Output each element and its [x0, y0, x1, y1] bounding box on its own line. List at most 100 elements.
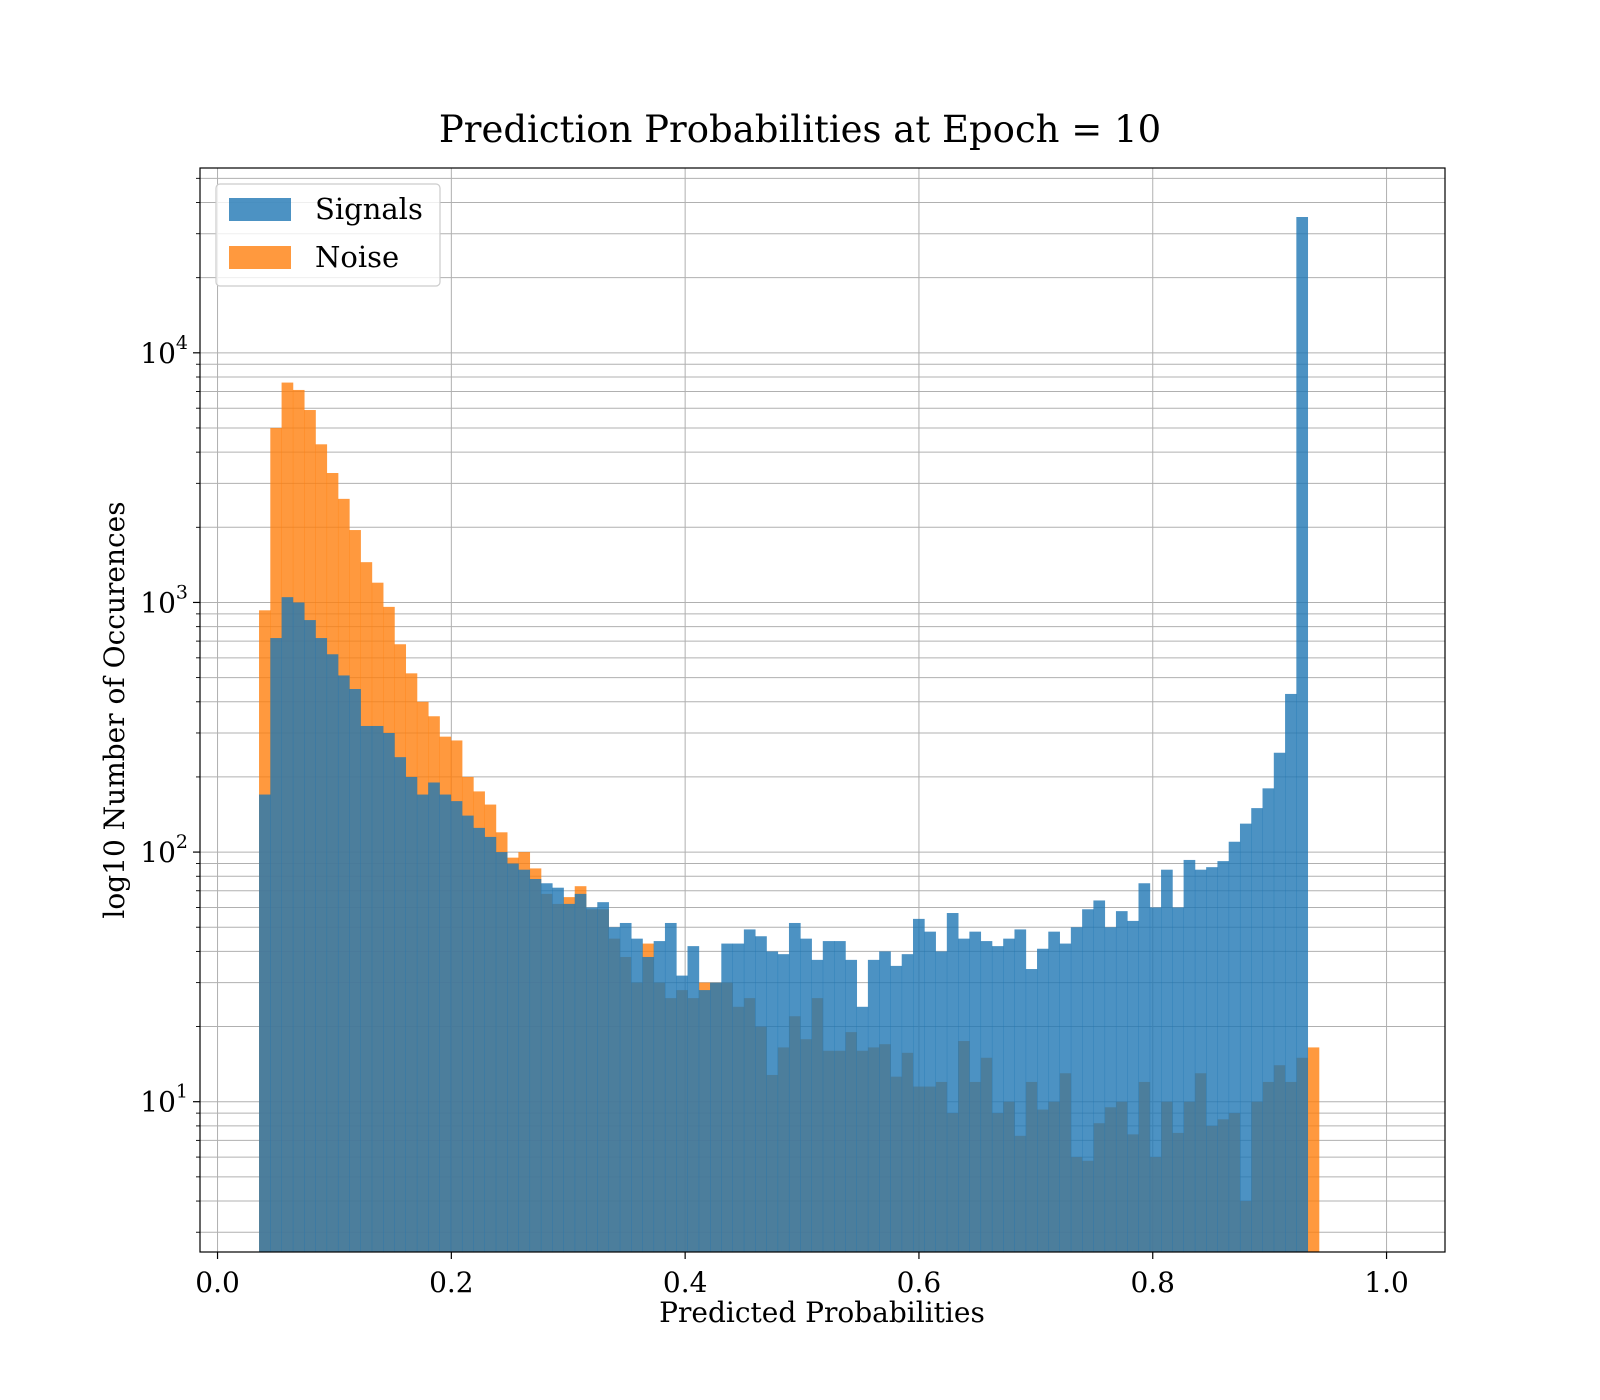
- x-tick-label: 0.8: [1130, 1266, 1175, 1299]
- y-tick-label: 101: [140, 1081, 188, 1119]
- signals-bar: [1239, 823, 1252, 1252]
- signals-bar: [631, 938, 643, 1252]
- signals-bar: [1115, 911, 1128, 1252]
- signals-bar: [935, 951, 948, 1252]
- x-tick-label: 0.2: [429, 1266, 474, 1299]
- signals-bar: [676, 975, 688, 1252]
- signals-bar: [743, 929, 756, 1252]
- signals-bar: [1104, 927, 1117, 1252]
- signals-bar: [1048, 931, 1060, 1252]
- signals-bar: [924, 931, 936, 1252]
- signals-bar: [1228, 841, 1241, 1252]
- x-axis-ticks: 0.0 0.2 0.4 0.6 0.8 1.0: [195, 1252, 1409, 1299]
- x-tick-label: 0.4: [663, 1266, 708, 1299]
- chart-title: Prediction Probabilities at Epoch = 10: [439, 108, 1161, 151]
- signals-bar: [946, 913, 959, 1252]
- signals-bar: [856, 1006, 869, 1252]
- signals-bar: [1251, 808, 1263, 1252]
- signals-bar: [732, 943, 745, 1252]
- signals-bar: [653, 941, 666, 1252]
- signals-bar: [360, 725, 373, 1252]
- signals-bar: [811, 959, 824, 1252]
- signals-bar: [1296, 217, 1309, 1252]
- signals-bar: [1003, 938, 1015, 1252]
- signals-bar: [1194, 869, 1207, 1252]
- signals-series: [259, 217, 1309, 1252]
- signals-bar: [777, 954, 790, 1252]
- signals-bar: [394, 757, 407, 1252]
- signals-bar: [259, 794, 271, 1252]
- signals-bar: [664, 922, 677, 1252]
- signals-bar: [507, 863, 519, 1252]
- legend-label-signals: Signals: [315, 192, 423, 226]
- signals-bar: [337, 675, 350, 1252]
- legend-label-noise: Noise: [315, 240, 399, 274]
- signals-bar: [890, 965, 903, 1252]
- signals-bar: [867, 959, 880, 1252]
- x-axis-label: Predicted Probabilities: [659, 1296, 985, 1329]
- signals-bar: [969, 931, 982, 1252]
- signals-bar: [416, 794, 429, 1252]
- signals-bar: [1138, 883, 1151, 1252]
- signals-bar: [439, 794, 452, 1252]
- signals-bar: [315, 638, 328, 1252]
- signals-bar: [1262, 788, 1275, 1252]
- signals-bar: [518, 869, 531, 1252]
- noise-bar: [1307, 1047, 1320, 1252]
- signals-bar: [552, 887, 564, 1252]
- signals-bar: [383, 732, 395, 1252]
- signals-bar: [1273, 752, 1286, 1252]
- signals-bar: [529, 879, 542, 1252]
- signals-bar: [710, 982, 722, 1252]
- signals-bar: [1285, 693, 1297, 1252]
- signals-bar: [901, 954, 914, 1252]
- signals-bar: [1025, 969, 1038, 1252]
- signals-bar: [1217, 861, 1230, 1252]
- signals-bar: [450, 801, 463, 1252]
- signals-bar: [270, 638, 282, 1252]
- signals-bar: [800, 938, 812, 1252]
- signals-bar: [304, 620, 316, 1252]
- signals-bar: [1206, 867, 1218, 1252]
- signals-bar: [405, 776, 418, 1252]
- signals-bar: [958, 938, 970, 1252]
- signals-bar: [1183, 859, 1196, 1252]
- signals-bar: [687, 946, 700, 1252]
- signals-bar: [608, 927, 621, 1252]
- signals-bar: [980, 941, 993, 1252]
- legend-swatch-signals: [229, 198, 291, 221]
- y-tick-label: 104: [140, 332, 188, 370]
- signals-bar: [597, 902, 609, 1252]
- signals-bar: [428, 782, 440, 1252]
- signals-bar: [1070, 927, 1083, 1252]
- x-tick-label: 1.0: [1364, 1266, 1409, 1299]
- signals-bar: [642, 956, 655, 1252]
- signals-bar: [1093, 900, 1106, 1252]
- legend-swatch-noise: [229, 246, 291, 269]
- signals-bar: [766, 951, 779, 1252]
- signals-bar: [461, 815, 474, 1252]
- signals-bar: [1059, 943, 1072, 1252]
- signals-bar: [281, 597, 294, 1252]
- signals-bar: [473, 827, 485, 1252]
- signals-bar: [495, 852, 508, 1252]
- signals-bar: [574, 893, 587, 1252]
- signals-bar: [822, 941, 835, 1252]
- y-tick-label: 103: [140, 581, 188, 619]
- signals-bar: [1149, 907, 1162, 1252]
- signals-bar: [1082, 909, 1094, 1252]
- signals-bar: [991, 946, 1004, 1252]
- signals-bar: [721, 943, 733, 1252]
- signals-bar: [371, 725, 384, 1252]
- signals-bar: [879, 951, 891, 1252]
- plot-frame: [199, 167, 1446, 1253]
- signals-bar: [1127, 920, 1139, 1252]
- signals-bar: [484, 836, 497, 1252]
- y-axis-ticks: 101 102 103 104: [140, 177, 200, 1233]
- x-tick-label: 0.0: [195, 1266, 240, 1299]
- signals-bar: [1172, 907, 1184, 1252]
- signals-bar: [349, 689, 361, 1252]
- signals-bar: [540, 883, 553, 1252]
- signals-bar: [788, 922, 801, 1252]
